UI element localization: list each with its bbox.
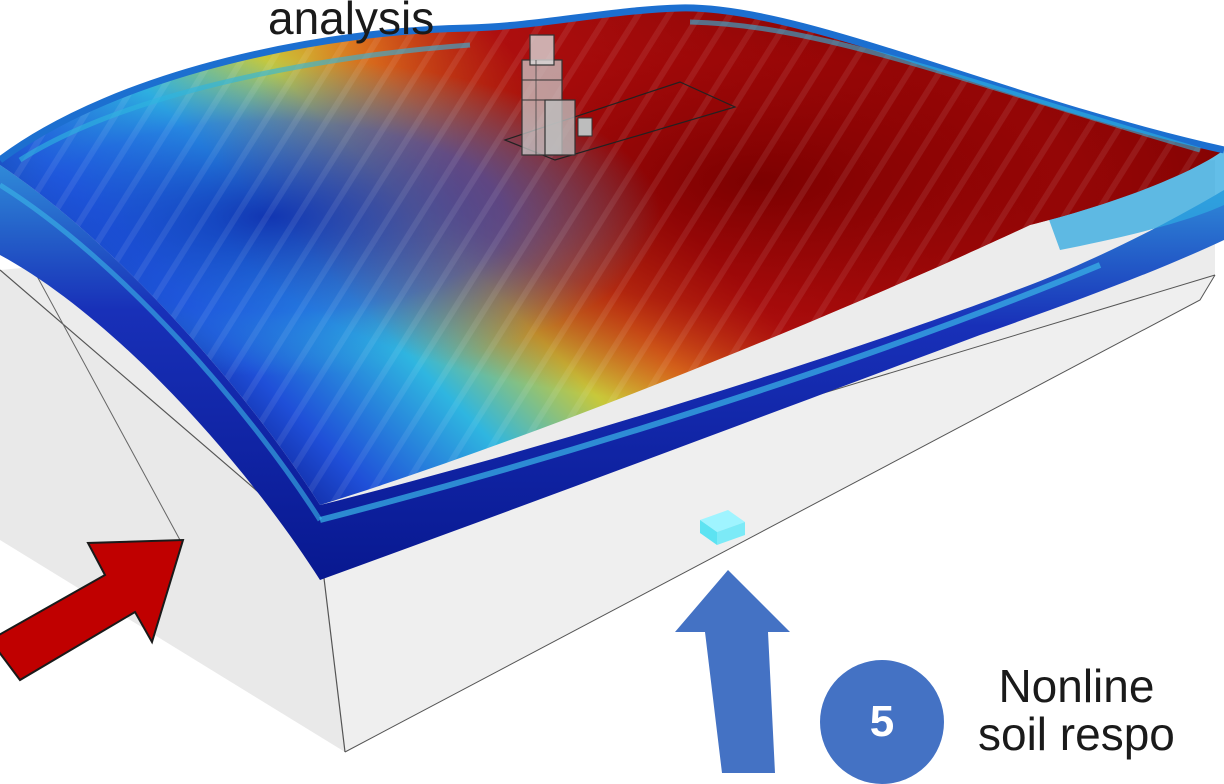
seismic-source-icon	[700, 510, 745, 545]
upward-wave-arrow	[675, 570, 790, 773]
right-caption: Nonline soil respo	[978, 662, 1175, 759]
right-caption-line2: soil respo	[978, 708, 1175, 761]
step-number: 5	[869, 697, 895, 746]
top-caption: analysis	[268, 0, 435, 44]
incident-wave-arrow	[0, 538, 185, 682]
right-caption-line1: Nonline	[998, 660, 1155, 712]
soil-surface-heatmap	[0, 4, 1224, 505]
step-badge: 5	[820, 660, 944, 784]
building-model-icon	[521, 34, 593, 156]
